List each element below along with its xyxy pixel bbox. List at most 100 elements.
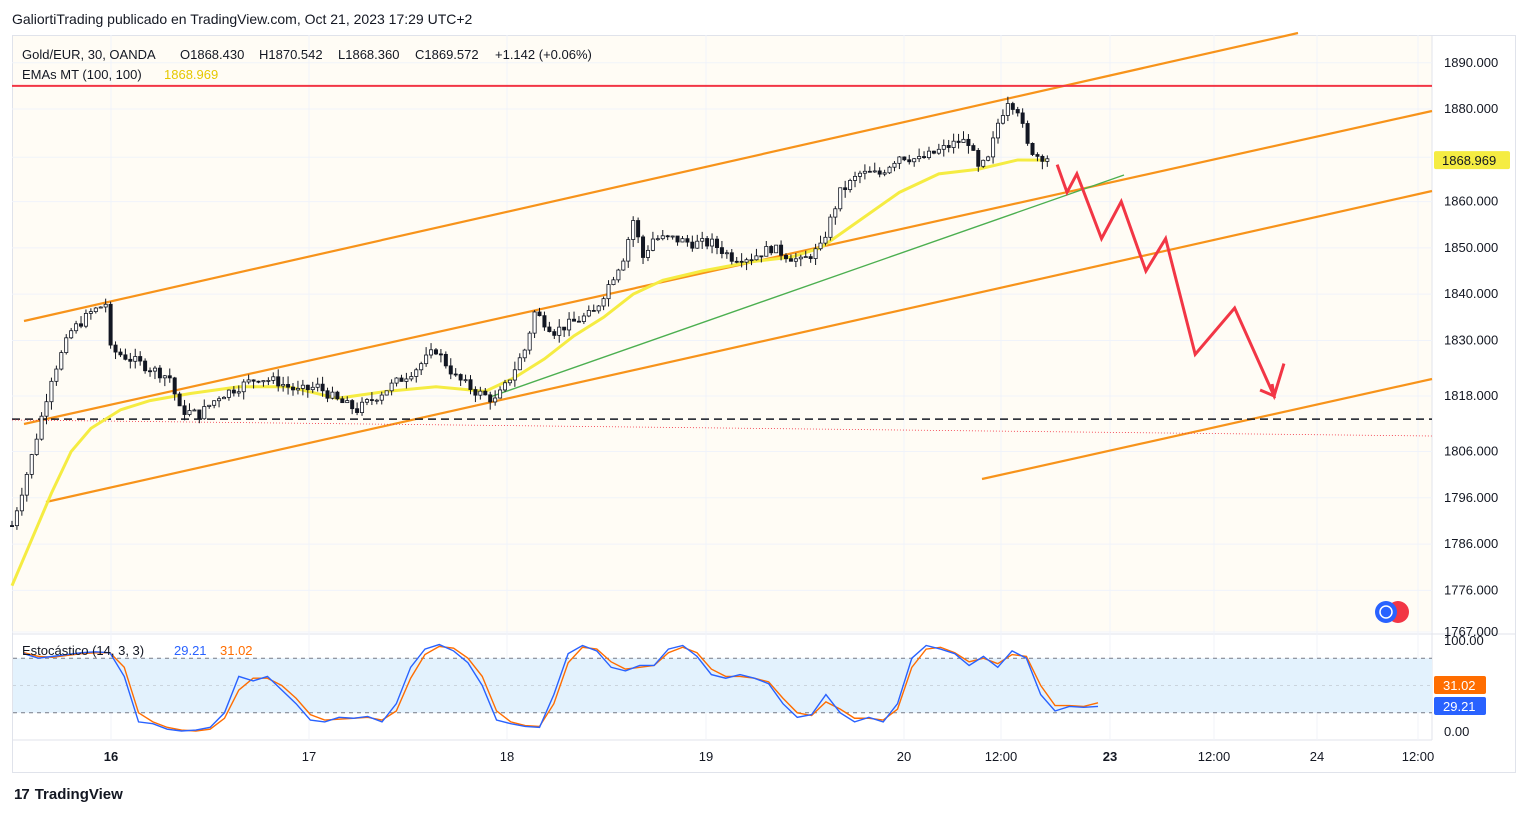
tradingview-logo[interactable]: 17 TradingView (14, 786, 123, 803)
candle (355, 402, 360, 416)
trendline (489, 174, 1125, 398)
candle (803, 250, 808, 259)
candle (113, 341, 118, 360)
candle (867, 166, 872, 173)
candle-body (9, 525, 14, 527)
candle-body (266, 379, 271, 382)
candle (335, 390, 340, 401)
candle-body (764, 246, 769, 257)
candle (162, 375, 167, 387)
candle (433, 348, 438, 356)
candle-body (483, 390, 488, 396)
candle (1020, 108, 1025, 128)
candle (256, 380, 261, 384)
legend-close: C1869.572 (415, 47, 479, 62)
candle-body (212, 400, 217, 406)
candle (493, 390, 498, 406)
candle-body (448, 365, 453, 375)
candle (202, 399, 207, 420)
candle (951, 133, 956, 154)
candle (98, 306, 103, 309)
candle (157, 365, 162, 383)
candle (103, 298, 108, 313)
candle-body (572, 318, 577, 322)
candle-body (335, 391, 340, 400)
candle (305, 384, 310, 398)
candle (118, 348, 123, 358)
candle (527, 331, 532, 355)
stoch-k-line (23, 643, 1099, 732)
candle (69, 327, 74, 340)
candle (941, 139, 946, 157)
candle-body (882, 172, 887, 175)
candle-body (498, 389, 503, 399)
candle-body (680, 238, 685, 243)
chart-frame[interactable] (12, 35, 1516, 773)
candle-body (897, 156, 902, 164)
goto-realtime-button[interactable] (1375, 601, 1409, 623)
candle (714, 235, 719, 255)
candle-body (330, 391, 335, 399)
candle-body (399, 377, 404, 382)
candle (576, 316, 581, 323)
candle (369, 392, 374, 406)
candle (197, 409, 202, 424)
candle (1015, 106, 1020, 117)
candle-body (685, 238, 690, 243)
time-tick-label: 24 (1310, 749, 1324, 764)
candle (813, 243, 818, 266)
realtime-icon-ring (1379, 605, 1393, 619)
candle-body (143, 360, 148, 372)
candle-body (34, 438, 39, 455)
candle-body (364, 399, 369, 403)
candle (266, 377, 271, 386)
candle-body (443, 353, 448, 367)
candle (591, 304, 596, 312)
candle (88, 308, 93, 320)
candle-body (295, 388, 300, 391)
candle (857, 170, 862, 184)
candle (922, 151, 927, 159)
candle-body (463, 379, 468, 382)
candle-body (93, 307, 98, 313)
candle-body (502, 382, 507, 391)
candle-body (902, 156, 907, 161)
price-tick-label: 1818.000 (1444, 388, 1498, 403)
candle-body (197, 409, 202, 420)
candle-body (611, 279, 616, 285)
stoch-d-tag-box (1434, 676, 1486, 694)
candle-body (202, 406, 207, 420)
candle-body (315, 383, 320, 388)
candle-body (167, 375, 172, 379)
candle-body (912, 158, 917, 163)
candle (108, 301, 113, 349)
axis-layer: 1890.0001880.0001869.5721860.0001850.000… (104, 55, 1510, 764)
price-tick-label: 1796.000 (1444, 490, 1498, 505)
stoch-label: Estocástico (14, 3, 3) (22, 643, 144, 658)
candle (49, 377, 54, 410)
candle (133, 348, 138, 369)
candle-body (848, 180, 853, 191)
candle (276, 369, 281, 392)
candle-body (286, 384, 291, 388)
candle (399, 374, 404, 382)
forecast-arrowhead (1259, 383, 1277, 399)
candle (537, 307, 542, 317)
candle-body (843, 187, 848, 191)
candle (665, 234, 670, 241)
candle (14, 507, 19, 530)
candle (414, 367, 419, 383)
candle (793, 252, 798, 268)
candle (217, 396, 222, 408)
candle-body (113, 344, 118, 353)
candle-body (729, 252, 734, 262)
candle (187, 403, 192, 417)
candle (680, 235, 685, 243)
candle-body (251, 379, 256, 382)
candle (350, 399, 355, 415)
candle (907, 154, 912, 165)
candle-body (976, 150, 981, 167)
candle-body (507, 379, 512, 384)
candle (853, 171, 858, 188)
